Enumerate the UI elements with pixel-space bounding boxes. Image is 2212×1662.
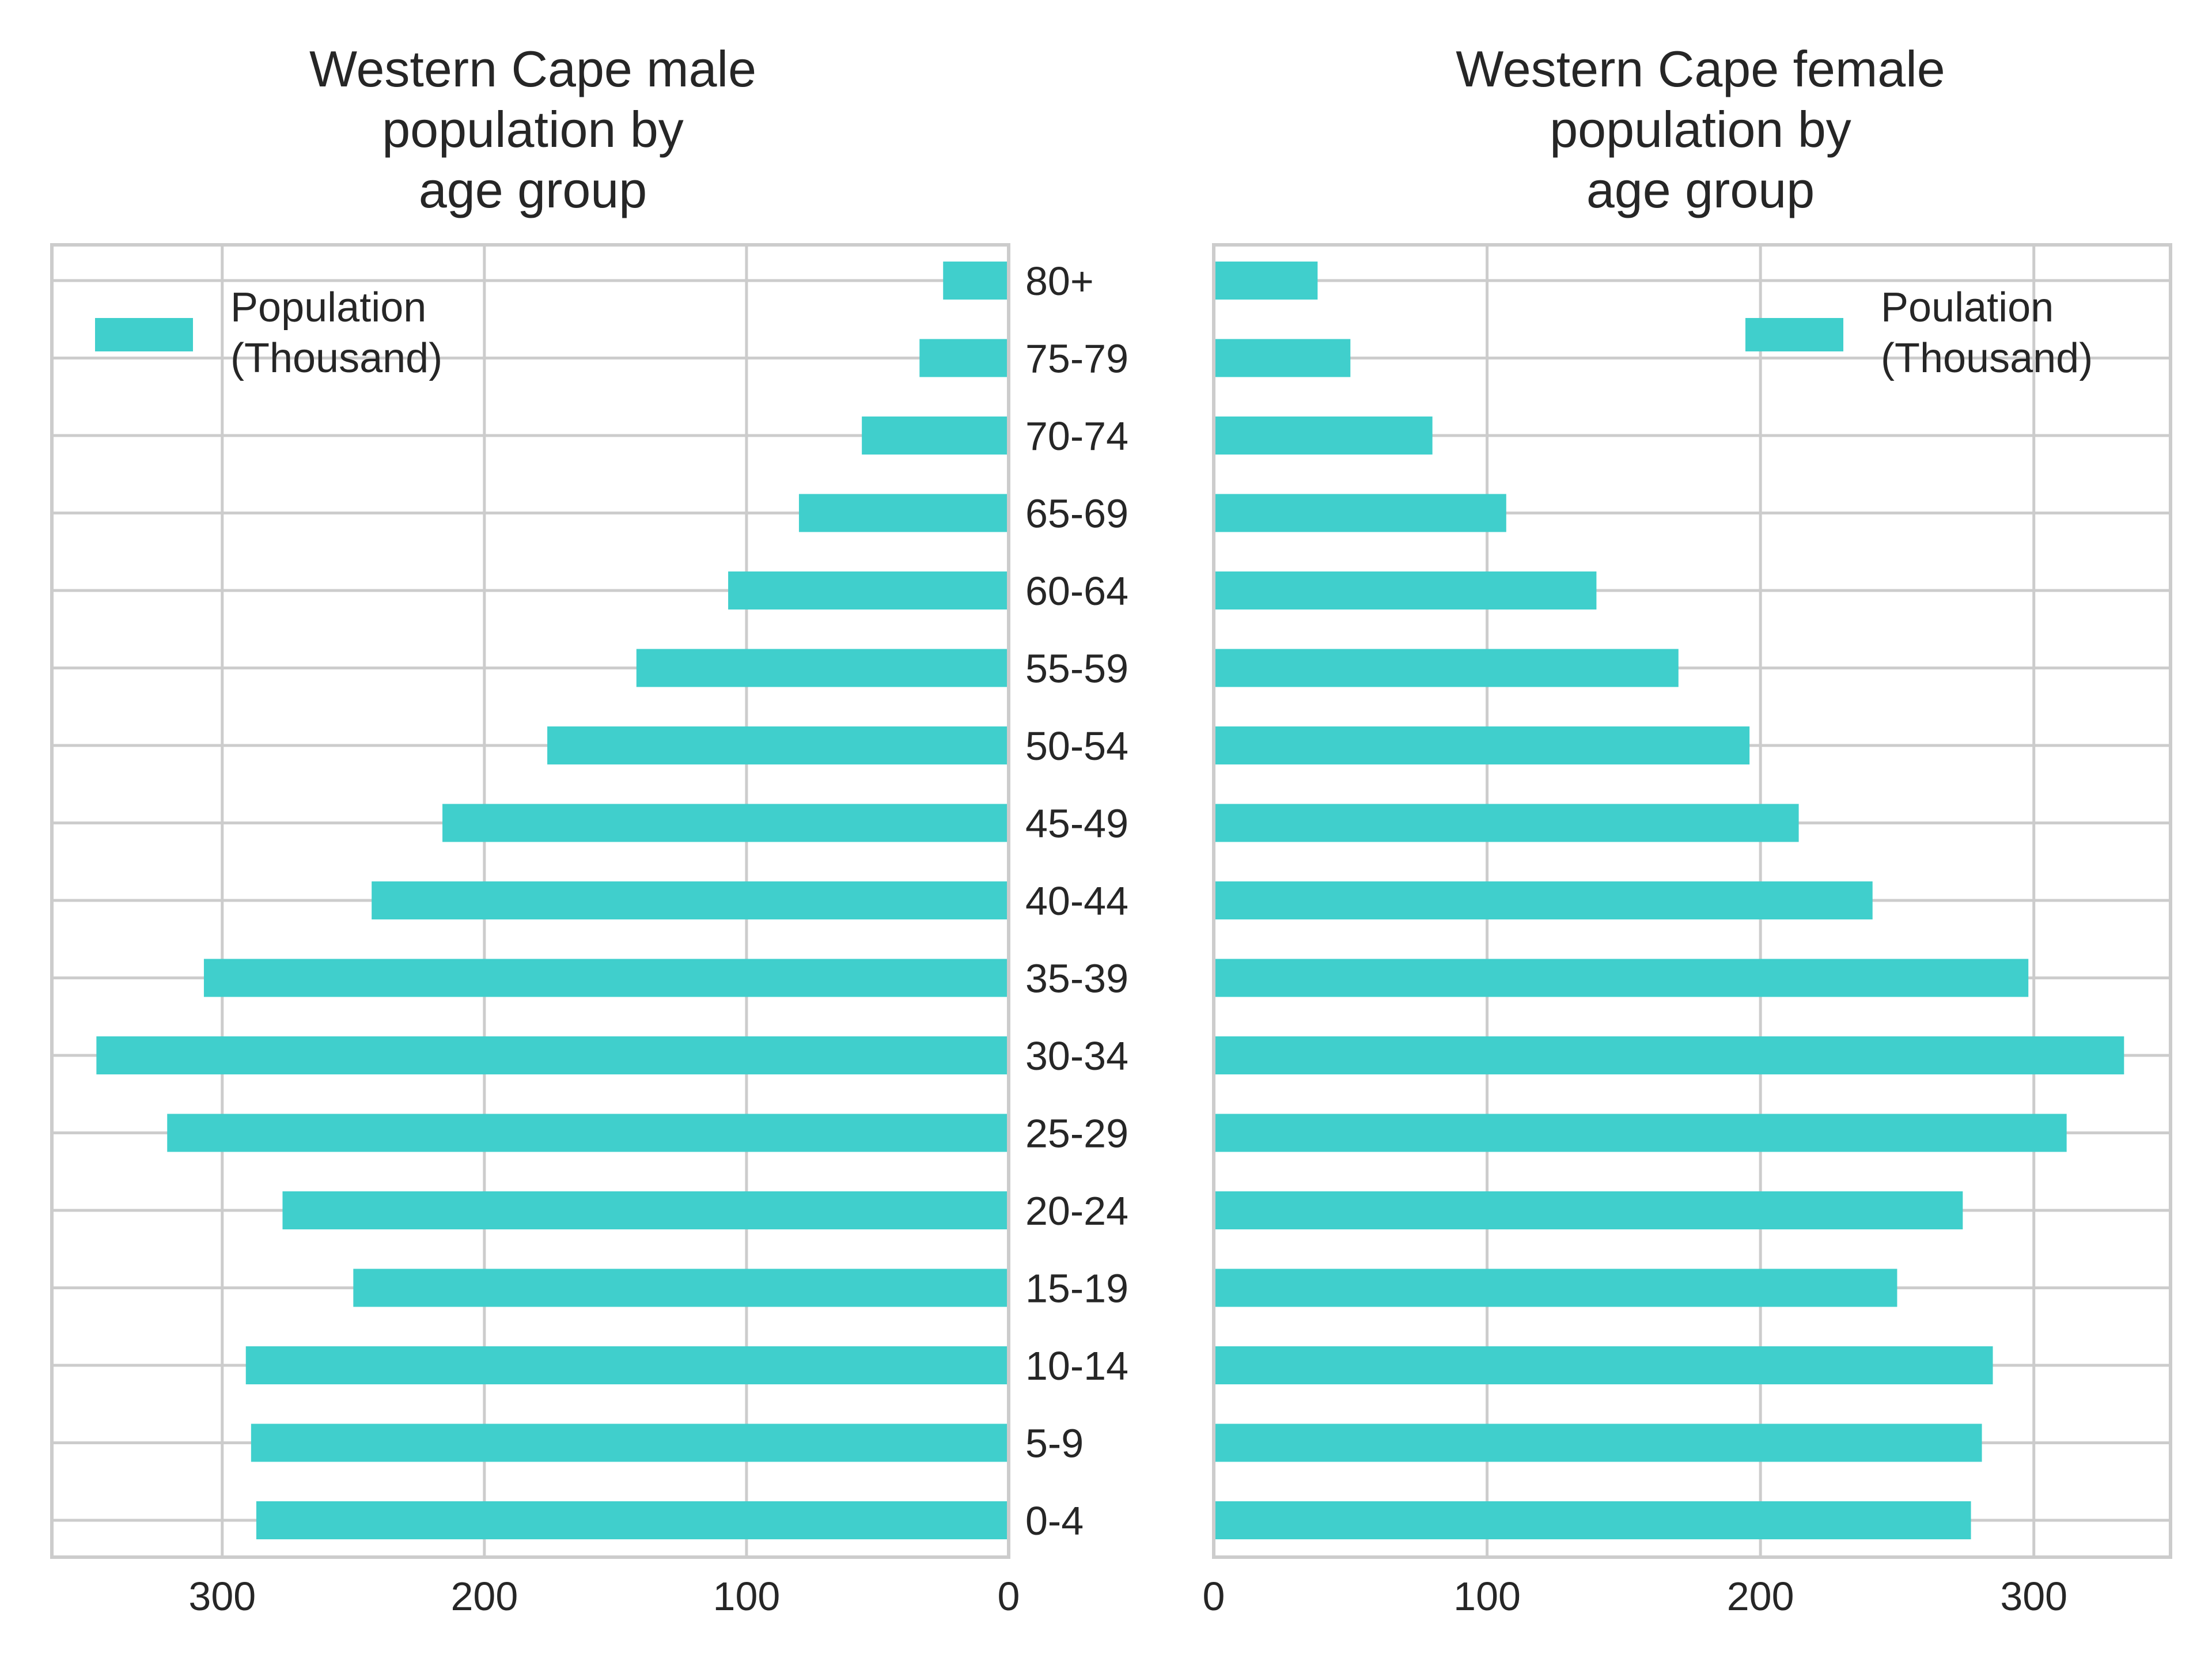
- bar-25-29: [167, 1114, 1009, 1152]
- bar-65-69: [798, 494, 1009, 532]
- category-label: 25-29: [1025, 1111, 1128, 1156]
- bar-70-74: [862, 417, 1009, 455]
- bar-55-59: [1214, 649, 1679, 687]
- bar-40-44: [1214, 881, 1873, 919]
- legend-label: Poulation (Thousand): [1881, 285, 2093, 381]
- legend-label-line: (Thousand): [1881, 335, 2093, 381]
- chart-title: Western Cape female population by age grou…: [1456, 40, 1945, 218]
- category-label: 70-74: [1025, 414, 1128, 459]
- chart-title-line: Western Cape female: [1456, 40, 1945, 97]
- bar-45-49: [442, 804, 1009, 842]
- legend-label-line: Population: [230, 285, 426, 331]
- legend-swatch: [95, 318, 193, 351]
- category-label: 15-19: [1025, 1266, 1128, 1311]
- bar-55-59: [636, 649, 1009, 687]
- plot-frame: [1212, 243, 2172, 1559]
- bar-15-19: [1214, 1269, 1897, 1307]
- category-label: 75-79: [1025, 336, 1128, 381]
- bar-65-69: [1214, 494, 1506, 532]
- bar-80+: [1214, 262, 1318, 300]
- bar-15-19: [353, 1269, 1009, 1307]
- category-label: 80+: [1025, 259, 1094, 304]
- age-group-labels: 0-4 5-9 10-14 15-19 20-24 25-29 30-34 35-39 40-4…: [1025, 259, 1128, 1543]
- bar-35-39: [1214, 959, 2029, 997]
- legend-label: Population (Thousand): [230, 285, 442, 381]
- bar-25-29: [1214, 1114, 2067, 1152]
- category-label: 10-14: [1025, 1343, 1128, 1388]
- chart-title-line: age group: [419, 161, 647, 218]
- chart-title-line: population by: [1550, 101, 1851, 158]
- x-tick-label: 200: [1727, 1574, 1794, 1619]
- category-label: 0-4: [1025, 1498, 1084, 1543]
- category-label: 20-24: [1025, 1188, 1128, 1233]
- legend-label-line: (Thousand): [230, 335, 442, 381]
- bar-5-9: [251, 1424, 1009, 1462]
- bar-30-34: [96, 1036, 1009, 1074]
- bar-20-24: [1214, 1191, 1963, 1229]
- legend-swatch: [1745, 318, 1843, 351]
- bar-0-4: [1214, 1501, 1971, 1539]
- chart-title-line: age group: [1586, 161, 1815, 218]
- chart-title-line: Western Cape male: [309, 40, 756, 97]
- x-tick-label: 300: [2000, 1574, 2067, 1619]
- bar-40-44: [372, 881, 1009, 919]
- x-tick-label: 0: [1203, 1574, 1225, 1619]
- bar-10-14: [245, 1346, 1009, 1384]
- x-tick-label: 300: [188, 1574, 256, 1619]
- category-label: 30-34: [1025, 1033, 1128, 1078]
- category-label: 35-39: [1025, 956, 1128, 1001]
- category-label: 55-59: [1025, 646, 1128, 691]
- category-label: 45-49: [1025, 801, 1128, 846]
- category-label: 5-9: [1025, 1421, 1084, 1466]
- x-tick-label: 0: [998, 1574, 1020, 1619]
- chart-title-line: population by: [382, 101, 684, 158]
- category-label: 40-44: [1025, 879, 1128, 923]
- bar-75-79: [919, 339, 1009, 377]
- bar-45-49: [1214, 804, 1799, 842]
- bar-10-14: [1214, 1346, 1993, 1384]
- male-panel: 300 200 100 0 Western Cape male population by…: [50, 40, 1020, 1619]
- female-panel: 0 100 200 300 Western Cape female population …: [1203, 40, 2172, 1619]
- bar-75-79: [1214, 339, 1351, 377]
- bar-50-54: [547, 726, 1009, 764]
- bar-60-64: [728, 571, 1009, 609]
- chart-title: Western Cape male population by age group: [309, 40, 756, 218]
- bar-35-39: [203, 959, 1009, 997]
- bar-20-24: [282, 1191, 1009, 1229]
- x-tick-label: 100: [1453, 1574, 1521, 1619]
- bar-80+: [943, 262, 1009, 300]
- bar-30-34: [1214, 1036, 2124, 1074]
- bar-5-9: [1214, 1424, 1982, 1462]
- plot-frame: [50, 243, 1010, 1559]
- legend-label-line: Poulation: [1881, 285, 2054, 331]
- category-label: 50-54: [1025, 724, 1128, 768]
- bar-70-74: [1214, 417, 1433, 455]
- bar-60-64: [1214, 571, 1597, 609]
- bar-50-54: [1214, 726, 1750, 764]
- category-label: 65-69: [1025, 491, 1128, 536]
- bar-0-4: [256, 1501, 1009, 1539]
- category-label: 60-64: [1025, 569, 1128, 614]
- x-tick-label: 200: [450, 1574, 518, 1619]
- x-tick-label: 100: [713, 1574, 781, 1619]
